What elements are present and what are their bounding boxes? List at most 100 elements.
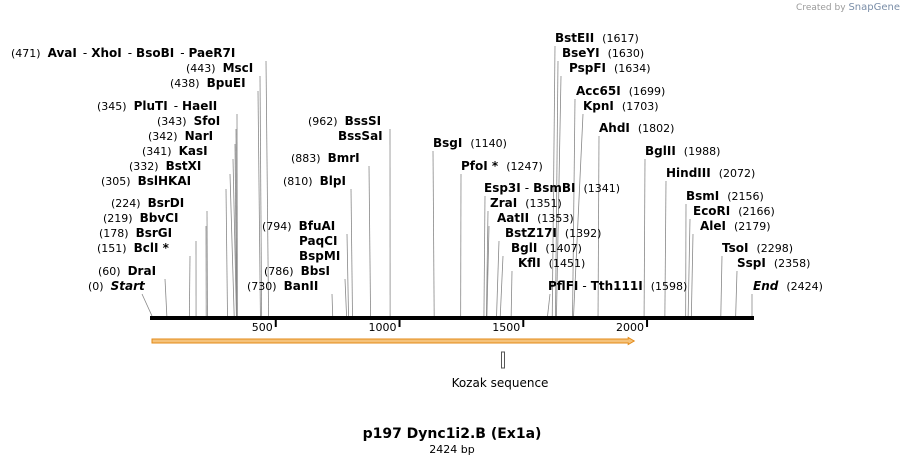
site-label-bsrdi[interactable]: (224) BsrDI [111, 196, 184, 210]
site-label-bseyi[interactable]: BseYI (1630) [562, 46, 644, 60]
site-label-text[interactable]: (0) Start [88, 279, 146, 293]
site-label-kasi[interactable]: (341) KasI [142, 144, 208, 158]
site-label-bstxi[interactable]: (332) BstXI [129, 159, 201, 173]
site-label-tsoi[interactable]: TsoI (2298) [722, 241, 793, 255]
site-label-text[interactable]: (786) BbsI [264, 264, 330, 278]
site-alt-name[interactable]: PaqCI [299, 234, 337, 248]
site-label-text[interactable]: (224) BsrDI [111, 196, 184, 210]
site-label-text[interactable]: BsgI (1140) [433, 136, 507, 150]
site-label-text[interactable]: (332) BstXI [129, 159, 201, 173]
site-label-text[interactable]: AatII (1353) [497, 211, 574, 225]
site-label-drai[interactable]: (60) DraI [98, 264, 156, 278]
site-label-text[interactable]: Acc65I (1699) [576, 84, 665, 98]
site-label-text[interactable]: KpnI (1703) [583, 99, 658, 113]
site-label-bsmi[interactable]: BsmI (2156) [686, 189, 764, 203]
site-label-hindiii[interactable]: HindIII (2072) [666, 166, 755, 180]
site-label-zrai[interactable]: ZraI (1351) [490, 196, 562, 210]
site-label-text[interactable]: (345) PluTI - HaeII [97, 99, 217, 113]
site-label-text[interactable]: (219) BbvCI [103, 211, 178, 225]
site-label-text[interactable]: (443) MscI [186, 61, 253, 75]
site-label-text[interactable]: PflFI - Tth111I (1598) [548, 279, 687, 293]
site-label-bslhkai[interactable]: (305) BslHKAI [101, 174, 191, 188]
feature-kozak[interactable]: Kozak sequence [452, 351, 549, 390]
site-label-pluti[interactable]: (345) PluTI - HaeII [97, 99, 217, 113]
site-label-nari[interactable]: (342) NarI [148, 129, 213, 143]
site-label-text[interactable]: BstEII (1617) [555, 31, 639, 45]
site-label-banii[interactable]: (730) BanII [247, 279, 318, 293]
site-alt-name[interactable]: BspMI [299, 249, 340, 263]
site-label-esp3i[interactable]: Esp3I - BsmBI (1341) [484, 181, 620, 195]
site-label-start[interactable]: (0) Start [88, 279, 146, 293]
site-label-bpuei[interactable]: (438) BpuEI [170, 76, 246, 90]
site-label-text[interactable]: Esp3I - BsmBI (1341) [484, 181, 620, 195]
site-leader-line [572, 98, 576, 317]
site-label-pspfi[interactable]: PspFI (1634) [569, 61, 651, 75]
site-label-text[interactable]: (341) KasI [142, 144, 208, 158]
orf-arrow-shape[interactable] [151, 336, 636, 346]
site-label-text[interactable]: AleI (2179) [700, 219, 771, 233]
site-label-text[interactable]: (60) DraI [98, 264, 156, 278]
site-label-end[interactable]: End (2424) [753, 279, 823, 293]
site-label-text[interactable]: BstZ17I (1392) [505, 226, 601, 240]
site-label-text[interactable]: (810) BlpI [283, 174, 346, 188]
site-label-acc65i[interactable]: Acc65I (1699) [576, 84, 665, 98]
site-label-text[interactable]: (438) BpuEI [170, 76, 246, 90]
site-label-text[interactable]: KflI (1451) [518, 256, 585, 270]
site-label-text[interactable]: (883) BmrI [291, 151, 360, 165]
orf-arrow[interactable] [151, 336, 636, 346]
site-label-sfoi[interactable]: (343) SfoI [157, 114, 220, 128]
site-label-text[interactable]: End (2424) [753, 279, 823, 293]
site-label-bmri[interactable]: (883) BmrI [291, 151, 360, 165]
site-label-bgli[interactable]: BglI (1407) [511, 241, 582, 255]
site-label-bsteii[interactable]: BstEII (1617) [555, 31, 639, 45]
site-label-text[interactable]: BseYI (1630) [562, 46, 644, 60]
site-label-text[interactable]: BsmI (2156) [686, 189, 764, 203]
site-leader-line [265, 60, 269, 317]
site-label-bbsi[interactable]: (786) BbsI [264, 264, 330, 278]
site-label-blpi[interactable]: (810) BlpI [283, 174, 346, 188]
site-label-pflfi[interactable]: PflFI - Tth111I (1598) [548, 279, 687, 293]
site-label-kfli[interactable]: KflI (1451) [518, 256, 585, 270]
site-label-text[interactable]: (178) BsrGI [99, 226, 172, 240]
site-label-bbvci[interactable]: (219) BbvCI [103, 211, 178, 225]
site-label-text[interactable]: (471) AvaI - XhoI - BsoBI - PaeR7I [11, 46, 235, 60]
site-label-text[interactable]: BglI (1407) [511, 241, 582, 255]
site-label-text[interactable]: (343) SfoI [157, 114, 220, 128]
site-label-bcli[interactable]: (151) BclI * [97, 241, 170, 255]
site-label-alei[interactable]: AleI (2179) [700, 219, 771, 233]
site-label-text[interactable]: TsoI (2298) [722, 241, 793, 255]
site-label-aatii[interactable]: AatII (1353) [497, 211, 574, 225]
site-leader-line [483, 195, 486, 317]
site-label-text[interactable]: (151) BclI * [97, 241, 170, 255]
site-label-bsrgi[interactable]: (178) BsrGI [99, 226, 172, 240]
site-label-text[interactable]: ZraI (1351) [490, 196, 562, 210]
site-label-text[interactable]: HindIII (2072) [666, 166, 755, 180]
site-label-kpni[interactable]: KpnI (1703) [583, 99, 658, 113]
site-alt-name[interactable]: BssSaI [338, 129, 383, 143]
site-label-text[interactable]: BglII (1988) [645, 144, 720, 158]
credit-prefix: Created by [796, 3, 846, 13]
site-label-msci[interactable]: (443) MscI [186, 61, 253, 75]
site-label-text[interactable]: (962) BssSI [308, 114, 381, 128]
site-label-bglii[interactable]: BglII (1988) [645, 144, 720, 158]
site-label-pfoi[interactable]: PfoI * (1247) [461, 159, 543, 173]
site-label-text[interactable]: PspFI (1634) [569, 61, 651, 75]
site-label-text[interactable]: (305) BslHKAI [101, 174, 191, 188]
site-label-text[interactable]: (794) BfuAI [262, 219, 335, 233]
site-label-text[interactable]: EcoRI (2166) [693, 204, 775, 218]
site-label-text[interactable]: SspI (2358) [737, 256, 810, 270]
site-label-ahdi[interactable]: AhdI (1802) [599, 121, 674, 135]
site-label-ecori[interactable]: EcoRI (2166) [693, 204, 775, 218]
site-label-text[interactable]: PfoI * (1247) [461, 159, 543, 173]
site-label-bsgi[interactable]: BsgI (1140) [433, 136, 507, 150]
site-label-text[interactable]: (730) BanII [247, 279, 318, 293]
kozak-feature-box[interactable] [500, 351, 505, 369]
site-label-text[interactable]: (342) NarI [148, 129, 213, 143]
site-label-avai[interactable]: (471) AvaI - XhoI - BsoBI - PaeR7I [11, 46, 235, 60]
site-label-sspi[interactable]: SspI (2358) [737, 256, 810, 270]
site-label-bstz17i[interactable]: BstZ17I (1392) [505, 226, 601, 240]
site-label-text[interactable]: AhdI (1802) [599, 121, 674, 135]
